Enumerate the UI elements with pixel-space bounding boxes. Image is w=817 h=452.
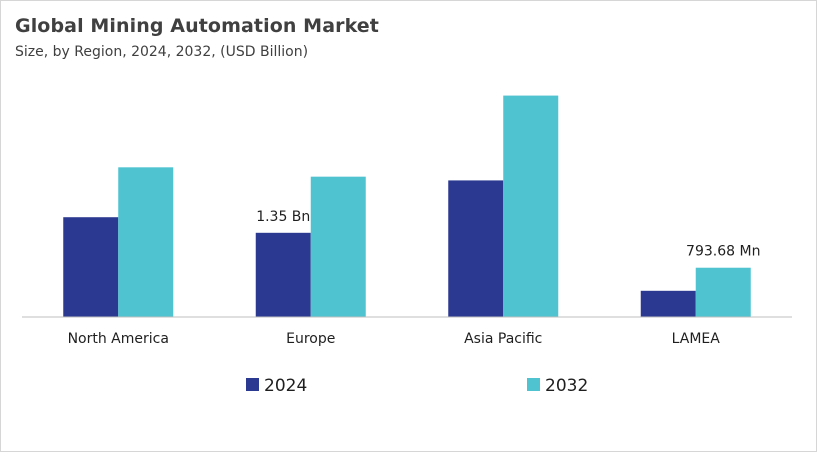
bar-2032-asia-pacific xyxy=(503,95,559,317)
chart-subtitle: Size, by Region, 2024, 2032, (USD Billio… xyxy=(15,44,309,60)
x-tick-label: Asia Pacific xyxy=(464,331,542,347)
bar-2024-north-america xyxy=(63,217,119,317)
chart-title: Global Mining Automation Market xyxy=(15,15,379,37)
legend-label-2024: 2024 xyxy=(264,376,307,396)
bar-2032-north-america xyxy=(118,167,174,317)
bar-2024-asia-pacific xyxy=(448,180,504,317)
legend-label-2032: 2032 xyxy=(545,376,588,396)
bar-2032-europe xyxy=(310,176,366,317)
x-tick-label: North America xyxy=(68,331,169,347)
bar-2024-europe xyxy=(255,232,311,317)
bar-2024-lamea xyxy=(640,290,696,317)
x-tick-label: Europe xyxy=(286,331,335,347)
legend-swatch-2032 xyxy=(527,378,540,391)
x-tick-label: LAMEA xyxy=(672,331,721,347)
legend-swatch-2024 xyxy=(246,378,259,391)
data-label: 793.68 Mn xyxy=(686,244,760,260)
bar-2032-lamea xyxy=(695,267,751,317)
data-label: 1.35 Bn xyxy=(256,209,310,225)
